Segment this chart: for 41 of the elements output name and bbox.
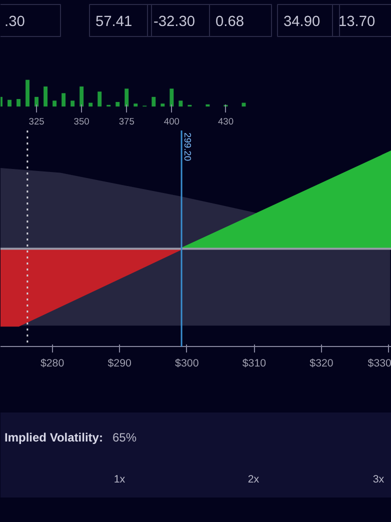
text: 13.70 [338,14,376,30]
text: 34.90 [284,14,320,30]
x-tick-label: $290 [108,358,132,370]
bar [88,102,93,106]
text: 0.68 [216,14,244,30]
bar [26,80,30,106]
bar [80,86,84,106]
bar [116,102,120,106]
text: .30 [4,14,25,30]
bar [170,88,174,106]
bar [52,100,57,106]
text: -32.30 [154,14,196,30]
bar [70,100,75,106]
bar [16,99,20,106]
bar [178,100,183,106]
text: 1x [114,474,126,486]
text: 3x [372,474,385,486]
x-tick-label: 400 [164,116,180,126]
bar [62,93,66,106]
bar [124,88,129,106]
x-tick-label: 375 [118,116,134,126]
bar [134,104,138,106]
x-tick-label: $320 [310,358,334,370]
ref-line-label: 299.20 [182,132,193,162]
x-tick-label: $310 [242,358,266,370]
bar [152,96,156,106]
bar [98,92,102,106]
x-tick-label: $300 [175,358,199,370]
x-tick-label: 325 [28,116,44,126]
text: 65% [112,430,137,444]
bar [8,100,12,106]
x-tick-label: $330 [368,358,391,370]
x-tick-label: 350 [74,116,90,126]
text: Implied Volatility: [4,430,103,444]
bar [34,96,39,106]
bar [44,86,48,106]
x-tick-label: $280 [40,358,64,370]
text: 57.41 [96,14,132,30]
x-tick-label: 430 [218,116,234,126]
bar [160,104,165,106]
text: 2x [248,474,260,486]
